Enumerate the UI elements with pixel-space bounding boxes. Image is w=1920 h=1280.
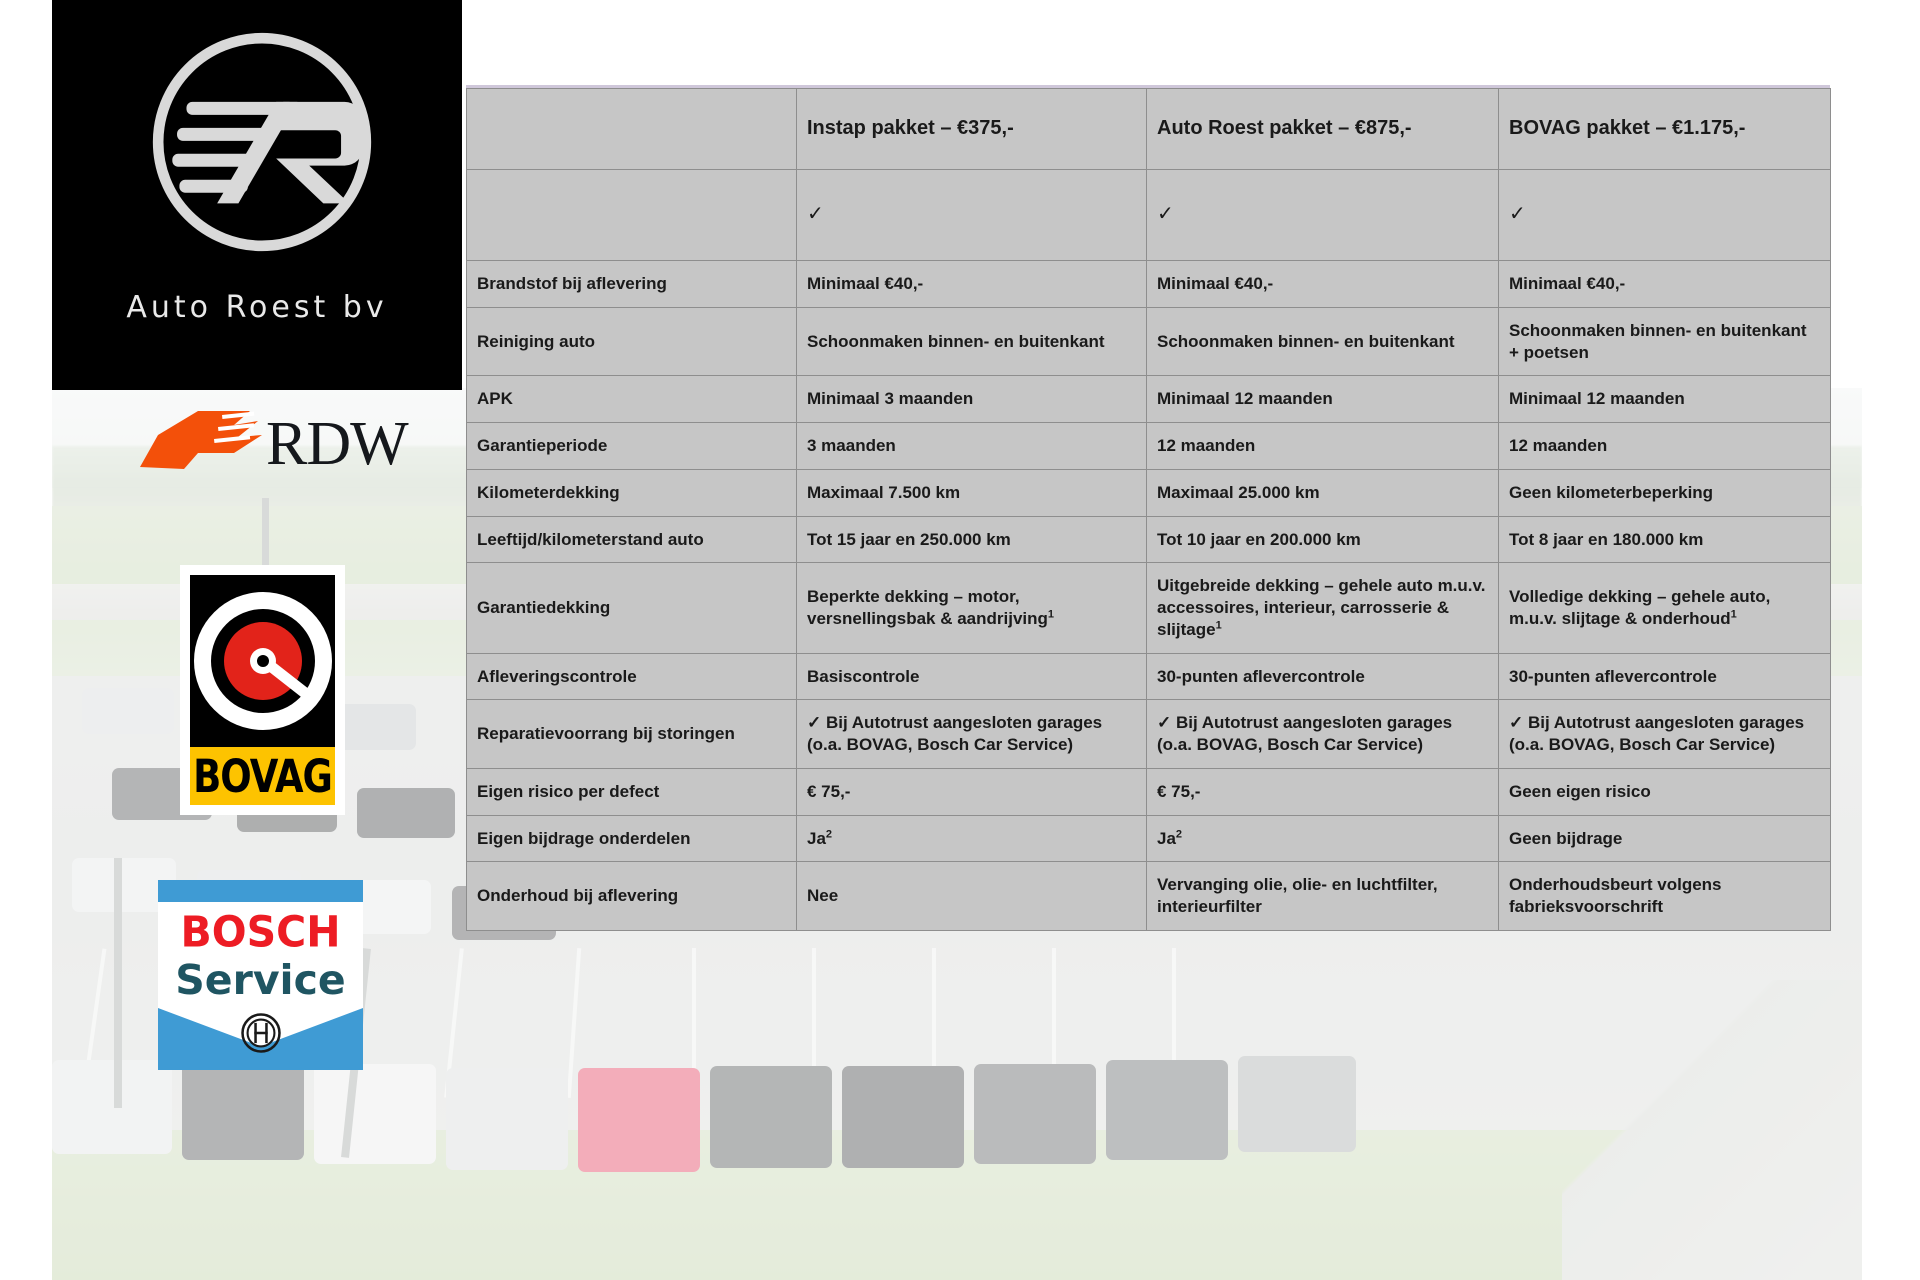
cell-instap: Maximaal 7.500 km bbox=[796, 468, 1147, 517]
cell-instap: Schoonmaken binnen- en buitenkant bbox=[796, 306, 1147, 377]
bovag-label: BOVAG bbox=[193, 749, 333, 803]
check-row-label bbox=[466, 169, 797, 261]
cell-bovag: Geen bijdrage bbox=[1498, 814, 1831, 863]
cell-instap: 3 maanden bbox=[796, 422, 1147, 470]
check-icon-bovag: ✓ bbox=[1498, 169, 1831, 261]
cell-autoroest: Tot 10 jaar en 200.000 km bbox=[1146, 515, 1499, 564]
check-icon-instap: ✓ bbox=[796, 169, 1147, 261]
cell-instap: ✓ Bij Autotrust aangesloten garages (o.a… bbox=[796, 699, 1147, 769]
row-feature-label: Reparatievoorrang bij storingen bbox=[466, 699, 797, 769]
cell-bovag: 30-punten aflevercontrole bbox=[1498, 652, 1831, 701]
package-comparison-table-wrapper: Instap pakket – €375,- Auto Roest pakket … bbox=[466, 88, 1831, 931]
row-feature-label: Garantieperiode bbox=[466, 422, 797, 470]
bovag-certification-logo: BOVAG bbox=[180, 565, 345, 815]
row-feature-label: Reiniging auto bbox=[466, 306, 797, 377]
bosch-top-band bbox=[158, 880, 363, 902]
bosch-label: BOSCH bbox=[180, 906, 341, 958]
cell-autoroest: Maximaal 25.000 km bbox=[1146, 468, 1499, 517]
row-feature-label: Kilometerdekking bbox=[466, 468, 797, 517]
cell-autoroest: Minimaal 12 maanden bbox=[1146, 375, 1499, 423]
cell-bovag: 12 maanden bbox=[1498, 422, 1831, 470]
cell-bovag: Geen eigen risico bbox=[1498, 767, 1831, 816]
table-row: APK Minimaal 3 maanden Minimaal 12 maanden… bbox=[466, 375, 1831, 423]
auto-roest-7r-circle-logo bbox=[152, 32, 372, 252]
cell-instap: Basiscontrole bbox=[796, 652, 1147, 701]
header-cell-package-autoroest: Auto Roest pakket – €875,- bbox=[1146, 88, 1499, 170]
auto-roest-logo-panel: Auto Roest bv bbox=[52, 0, 462, 390]
cell-autoroest: Vervanging olie, olie- en luchtfilter, i… bbox=[1146, 861, 1499, 931]
table-row: Reparatievoorrang bij storingen ✓ Bij Aut… bbox=[466, 699, 1831, 769]
table-row: Leeftijd/kilometerstand auto Tot 15 jaar … bbox=[466, 515, 1831, 564]
row-feature-label: Eigen risico per defect bbox=[466, 767, 797, 816]
cell-autoroest: ✓ Bij Autotrust aangesloten garages (o.a… bbox=[1146, 699, 1499, 769]
cell-instap: Minimaal 3 maanden bbox=[796, 375, 1147, 423]
row-feature-label: APK bbox=[466, 375, 797, 423]
table-row: Garantiedekking Beperkte dekking – motor,… bbox=[466, 562, 1831, 654]
cell-bovag: Tot 8 jaar en 180.000 km bbox=[1498, 515, 1831, 564]
cell-instap: Minimaal €40,- bbox=[796, 260, 1147, 308]
table-row: Reiniging auto Schoonmaken binnen- en bui… bbox=[466, 306, 1831, 377]
row-feature-label: Garantiedekking bbox=[466, 562, 797, 654]
row-feature-label: Onderhoud bij aflevering bbox=[466, 861, 797, 931]
header-cell-package-bovag: BOVAG pakket – €1.175,- bbox=[1498, 88, 1831, 170]
cell-autoroest: 30-punten aflevercontrole bbox=[1146, 652, 1499, 701]
package-comparison-table: Instap pakket – €375,- Auto Roest pakket … bbox=[466, 88, 1831, 931]
cell-bovag: ✓ Bij Autotrust aangesloten garages (o.a… bbox=[1498, 699, 1831, 769]
cell-bovag: Schoonmaken binnen- en buitenkant + poet… bbox=[1498, 306, 1831, 377]
cell-bovag: Minimaal €40,- bbox=[1498, 260, 1831, 308]
bosch-car-service-logo: BOSCH Service bbox=[158, 880, 363, 1070]
table-top-accent-bar bbox=[466, 85, 1830, 90]
table-check-row: ✓ ✓ ✓ bbox=[466, 169, 1831, 261]
cell-autoroest: Uitgebreide dekking – gehele auto m.u.v.… bbox=[1146, 562, 1499, 654]
table-row: Brandstof bij aflevering Minimaal €40,- Mi… bbox=[466, 260, 1831, 308]
bosch-bottom-chevron bbox=[158, 1008, 363, 1070]
rdw-certification-logo: RDW bbox=[138, 405, 418, 495]
cell-instap: Beperkte dekking – motor, versnellingsba… bbox=[796, 562, 1147, 654]
cell-instap: € 75,- bbox=[796, 767, 1147, 816]
table-row: Eigen risico per defect € 75,- € 75,- Geen … bbox=[466, 767, 1831, 816]
cell-autoroest: Schoonmaken binnen- en buitenkant bbox=[1146, 306, 1499, 377]
bosch-armature-icon bbox=[240, 1013, 281, 1053]
table-row: Eigen bijdrage onderdelen Ja2 Ja2 Geen bijd… bbox=[466, 814, 1831, 863]
cell-bovag: Volledige dekking – gehele auto, m.u.v. … bbox=[1498, 562, 1831, 654]
table-row: Onderhoud bij aflevering Nee Vervanging ol… bbox=[466, 861, 1831, 931]
check-icon-autoroest: ✓ bbox=[1146, 169, 1499, 261]
cell-bovag: Onderhoudsbeurt volgens fabrieksvoorschr… bbox=[1498, 861, 1831, 931]
cell-bovag: Minimaal 12 maanden bbox=[1498, 375, 1831, 423]
bovag-wheel-icon bbox=[190, 575, 335, 747]
row-feature-label: Eigen bijdrage onderdelen bbox=[466, 814, 797, 863]
cell-autoroest: 12 maanden bbox=[1146, 422, 1499, 470]
cell-instap: Nee bbox=[796, 861, 1147, 931]
table-header-row: Instap pakket – €375,- Auto Roest pakket … bbox=[466, 88, 1831, 170]
table-row: Kilometerdekking Maximaal 7.500 km Maximaa… bbox=[466, 468, 1831, 517]
cell-autoroest: Ja2 bbox=[1146, 814, 1499, 863]
row-feature-label: Brandstof bij aflevering bbox=[466, 260, 797, 308]
cell-autoroest: Minimaal €40,- bbox=[1146, 260, 1499, 308]
row-feature-label: Leeftijd/kilometerstand auto bbox=[466, 515, 797, 564]
company-name: Auto Roest bv bbox=[126, 290, 388, 325]
header-cell-feature bbox=[466, 88, 797, 170]
rdw-label: RDW bbox=[266, 410, 409, 478]
header-cell-package-instap: Instap pakket – €375,- bbox=[796, 88, 1147, 170]
cell-bovag: Geen kilometerbeperking bbox=[1498, 468, 1831, 517]
cell-instap: Ja2 bbox=[796, 814, 1147, 863]
bovag-wordmark-band: BOVAG bbox=[190, 747, 335, 805]
bosch-service-label: Service bbox=[175, 956, 346, 1004]
cell-autoroest: € 75,- bbox=[1146, 767, 1499, 816]
cell-instap: Tot 15 jaar en 250.000 km bbox=[796, 515, 1147, 564]
table-row: Afleveringscontrole Basiscontrole 30-punte… bbox=[466, 652, 1831, 701]
rdw-arrow-icon bbox=[140, 411, 262, 469]
row-feature-label: Afleveringscontrole bbox=[466, 652, 797, 701]
table-row: Garantieperiode 3 maanden 12 maanden 12 maa… bbox=[466, 422, 1831, 470]
